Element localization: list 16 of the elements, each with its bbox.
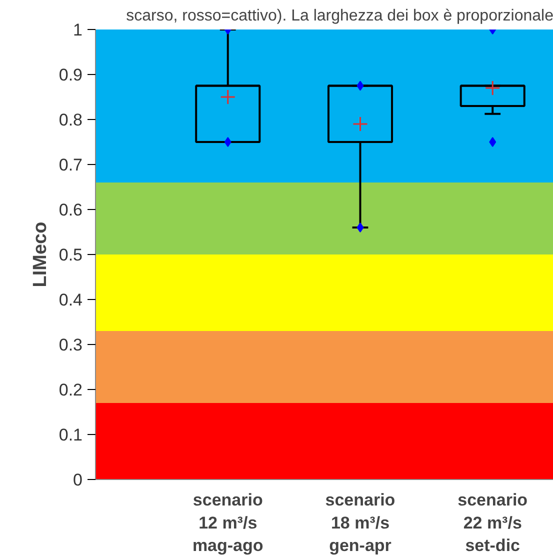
y-tick-label: 0 — [73, 470, 83, 490]
x-tick-label: scenario 12 m³/s mag-ago — [192, 490, 264, 556]
y-tick-label: 0.8 — [58, 110, 83, 130]
y-tick-label: 0.1 — [58, 426, 83, 444]
x-tick-label: scenario 18 m³/s gen-apr — [325, 490, 396, 556]
y-axis-title: LIMeco — [30, 222, 51, 288]
text: scarso, rosso=cattivo). La larghezza dei box è proporzionale — [126, 8, 553, 24]
y-tick-label: 0.4 — [58, 290, 83, 310]
y-tick-label: 1 — [73, 20, 83, 40]
y-tick-label: 0.7 — [58, 156, 83, 174]
y-tick-label: 0.6 — [58, 200, 83, 220]
x-tick-label: scenario 22 m³/s set-dic — [458, 490, 528, 556]
y-tick-label: 0.3 — [58, 336, 83, 354]
y-tick-label: 0.5 — [58, 246, 83, 264]
y-tick-label: 0.2 — [58, 380, 83, 400]
y-tick-label: 0.9 — [58, 66, 83, 84]
